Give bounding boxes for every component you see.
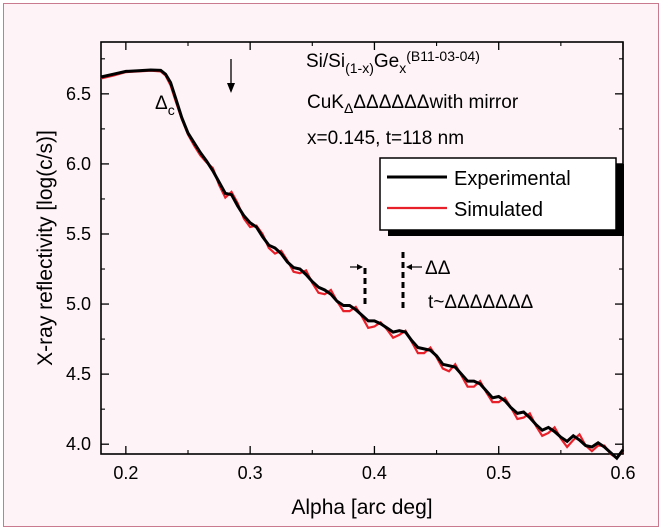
thickness-label: t~ΔΔΔΔΔΔΔ bbox=[428, 292, 534, 313]
sample-subx: x bbox=[399, 60, 406, 76]
y-tick-labels: 4.0 4.5 5.0 5.5 6.0 6.5 bbox=[66, 84, 91, 454]
y-tick-label: 5.0 bbox=[66, 294, 91, 314]
sample-prefix: Si/Si bbox=[306, 51, 345, 72]
critical-delta: Δ bbox=[155, 93, 168, 114]
critical-annotation: Δc bbox=[155, 93, 175, 118]
y-tick-label: 6.0 bbox=[66, 154, 91, 174]
y-tick-label: 4.5 bbox=[66, 364, 91, 384]
y-tick-label: 6.5 bbox=[66, 84, 91, 104]
x-axis-label: Alpha [arc deg] bbox=[291, 496, 432, 519]
legend-label-simulated: Simulated bbox=[454, 199, 543, 221]
legend-box bbox=[379, 157, 617, 231]
sample-mid: Ge bbox=[374, 51, 399, 72]
radiation-sub: Δ bbox=[344, 100, 353, 116]
sample-id: (B11-03-04) bbox=[406, 48, 480, 64]
x-tick-label: 0.4 bbox=[362, 463, 387, 483]
figure-frame: 0.2 0.3 0.4 0.5 0.6 4.0 4.5 5.0 5.5 6.0 6.5 Alpha… bbox=[3, 3, 659, 527]
x-tick-label: 0.2 bbox=[113, 463, 138, 483]
period-label: ΔΔ bbox=[425, 258, 451, 279]
radiation-annotation: CuKΔΔΔΔΔΔΔwith mirror bbox=[307, 92, 519, 116]
y-tick-label: 5.5 bbox=[66, 224, 91, 244]
params-annotation: x=0.145, t=118 nm bbox=[307, 128, 464, 149]
legend-label-experimental: Experimental bbox=[454, 168, 571, 190]
sample-annotation: Si/Si(1-x)Gex(B11-03-04) bbox=[306, 48, 480, 76]
reflectivity-chart: 0.2 0.3 0.4 0.5 0.6 4.0 4.5 5.0 5.5 6.0 6.5 Alpha… bbox=[34, 41, 636, 519]
x-tick-label: 0.6 bbox=[610, 463, 635, 483]
x-tick-labels: 0.2 0.3 0.4 0.5 0.6 bbox=[113, 463, 635, 483]
sample-sub: (1-x) bbox=[345, 60, 374, 76]
period-arrowhead-right bbox=[406, 264, 412, 270]
x-tick-label: 0.3 bbox=[238, 463, 263, 483]
plot-area bbox=[100, 41, 624, 455]
radiation-prefix: CuK bbox=[307, 92, 344, 113]
y-tick-label: 4.0 bbox=[66, 434, 91, 454]
critical-sub: c bbox=[168, 102, 175, 118]
critical-arrow-head bbox=[227, 83, 235, 93]
x-tick-label: 0.5 bbox=[486, 463, 511, 483]
series-line-experimental bbox=[100, 68, 625, 461]
radiation-rest: ΔΔΔΔΔΔwith mirror bbox=[353, 92, 518, 113]
period-arrowhead-left bbox=[357, 264, 363, 270]
y-axis-label: X-ray reflectivity [log(c/s)] bbox=[34, 130, 57, 366]
